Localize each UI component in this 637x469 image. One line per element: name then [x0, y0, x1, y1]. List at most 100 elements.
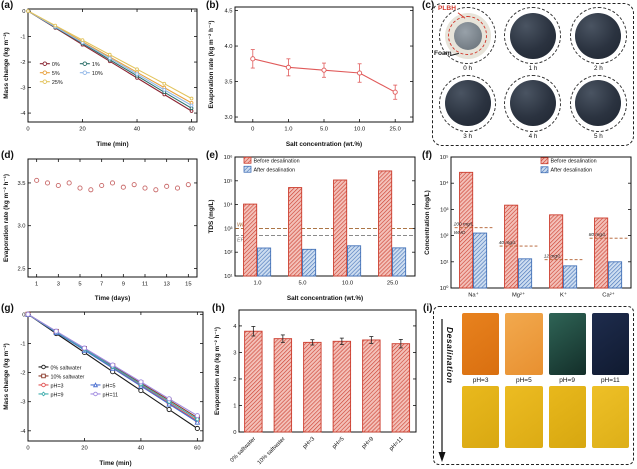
bar-series-0 [243, 170, 393, 277]
panel-letter-i: (i) [423, 303, 433, 314]
legend-label: 0% [52, 62, 60, 68]
bar [347, 245, 362, 277]
dark-sample-disc [509, 12, 556, 59]
x-tick-label: 10.0 [342, 281, 353, 287]
panel-letter-e: (e) [206, 150, 219, 161]
panel-letter-g: (g) [1, 303, 14, 314]
bar [303, 341, 322, 433]
y-tick-label: 4.5 [224, 9, 232, 15]
y-tick-label: -2 [20, 371, 25, 377]
plot-frame [27, 8, 198, 123]
y-tick-label: -4 [20, 429, 26, 435]
sample-photo-1h [504, 7, 562, 64]
x-tick-label: 25.0 [387, 281, 398, 287]
x-tick-label: 7 [100, 282, 103, 288]
bar [378, 170, 393, 277]
y-axis-label: Evaporation rate (kg m⁻² h⁻¹) [3, 174, 10, 262]
x-tick-label: 1.0 [284, 127, 292, 133]
x-tick-label: 40 [138, 446, 144, 452]
legend-label: pH=9 [51, 392, 64, 398]
x-tick-label: 3 [57, 282, 60, 288]
guideline-label: 200 mg/L [453, 222, 474, 228]
stability-photo-box: 0 h 1 h 2 h 3 h 4 h 5 h PLBH Foam [432, 3, 634, 146]
panel-letter-d: (d) [1, 150, 14, 161]
chart-a: 0 -1 -2 -3 -4 0 20 40 60 Time (min) Mass change (k… [3, 8, 198, 148]
y-tick-label: 2.5 [17, 266, 25, 272]
dye-swatch-before-pH5 [505, 313, 543, 375]
y-tick-label: 3 [233, 350, 236, 356]
dye-grid: pH=3 pH=5 pH=9 pH=11 [456, 313, 629, 460]
sample-photo-5h [569, 74, 627, 132]
x-tick-label: K⁺ [560, 292, 567, 299]
legend-swatch [540, 157, 549, 165]
y-axis-label: Concentration (mg/L) [424, 190, 431, 255]
panel-letter-c: (c) [422, 0, 435, 11]
panel-mass-change-ph: (g) 0 -1 -2 -3 -4 0 20 40 60 Time (min) Mass chang… [0, 303, 211, 468]
legend-label: 25% [52, 80, 63, 86]
dark-sample-disc [509, 80, 556, 126]
x-tick-label: 10.0 [354, 127, 365, 133]
x-tick-label: pH=3 [302, 436, 316, 450]
dark-sample-disc [575, 80, 622, 126]
sample-photo-2h [569, 7, 627, 64]
bar [333, 179, 348, 277]
guideline-label: 40 mg/L [499, 240, 517, 246]
y-axis-label: Evaporation rate (kg m⁻² h⁻¹) [208, 20, 215, 108]
y-tick-label: 4 [233, 324, 237, 330]
chart-b: 3.0 3.5 4.0 4.5 0 1.0 5.0 10.0 25.0 Salt concentr… [208, 6, 414, 148]
plot-frame [234, 156, 416, 277]
y-tick-label: 10⁴ [224, 202, 233, 209]
sample-photo-cell: 0 h [435, 7, 500, 75]
panel-evaporation-vs-salt: (b) 3.0 3.5 4.0 4.5 0 1.0 5.0 10.0 25.0 Salt conc… [205, 0, 421, 149]
series-evaporation-rate [34, 177, 191, 193]
dye-swatch-before-pH11 [591, 313, 629, 375]
y-axis-label: TDS (mg/L) [208, 199, 215, 233]
chart-g: 0 -1 -2 -3 -4 0 20 40 60 Time (min) Mass change (k… [3, 311, 204, 467]
x-tick-label: 0 [26, 127, 29, 133]
panel-dye-photos: (i) Desalination pH=3 pH=5 pH=9 pH=11 [422, 303, 637, 468]
bar-series-0 [244, 326, 411, 433]
x-tick-label: 13 [163, 282, 169, 288]
photo-time-label: 3 h [463, 132, 473, 140]
panel-evaporation-bars-ph: (h) 0 1 2 3 4 0% saltwater 10% saltwater pH=3 pH… [211, 303, 422, 468]
bar-series-0 [459, 171, 609, 289]
series-25- [26, 9, 194, 101]
legend: 0% 1% 5% 10% 25% [39, 61, 103, 86]
ph-label: pH=3 [472, 377, 489, 384]
dye-swatch-after [462, 386, 500, 448]
x-axis-label: Time (min) [96, 141, 128, 148]
legend-label: Before desalination [254, 158, 300, 164]
panel-tds-bars: (e) 10¹ 10² 10³ 10⁴ 10⁵ 10⁶ 1.0 5.0 10.0 25.0 Salt… [205, 150, 421, 303]
bar-series-1 [257, 245, 407, 277]
guideline-label: 80 mg/L [589, 232, 607, 238]
bar-series-1 [473, 232, 623, 289]
bar [518, 258, 533, 289]
dye-swatch-after [591, 386, 629, 448]
plot-frame [238, 309, 417, 433]
y-tick-label: 4.0 [224, 44, 232, 50]
guideline-sublabel: WHO [454, 230, 466, 236]
y-tick-label: 10⁴ [440, 180, 449, 187]
x-axis-label: Time (days) [95, 295, 130, 302]
dark-sample-disc [444, 80, 491, 126]
y-tick-label: 3.0 [17, 224, 25, 230]
sample-photo-cell: 2 h [566, 7, 631, 75]
y-tick-label: 10⁶ [224, 154, 233, 161]
y-tick-label: 10² [440, 234, 448, 240]
desalination-arrow-column: Desalination [438, 313, 456, 462]
chart-e: 10¹ 10² 10³ 10⁴ 10⁵ 10⁶ 1.0 5.0 10.0 25.0 Salt con… [208, 154, 416, 302]
bar [504, 204, 519, 289]
legend-label: 10% saltwater [51, 374, 85, 380]
bar [459, 171, 474, 289]
y-axis-label: Mass change (kg m⁻²) [3, 32, 10, 99]
panel-ion-concentration-bars: (f) 10⁰ 10¹ 10² 10³ 10⁴ 10⁵ Na⁺ Mg²⁺ K⁺ Ca²⁺ Conce… [421, 150, 637, 303]
x-tick-label: 0% saltwater [229, 436, 257, 464]
guideline-label: 12 mg/L [544, 254, 562, 260]
desalination-arrow [438, 319, 446, 462]
x-tick-label: Ca²⁺ [602, 292, 614, 299]
y-tick-label: -1 [20, 35, 25, 41]
x-tick-label: 9 [122, 282, 125, 288]
panel-letter-h: (h) [212, 303, 225, 314]
photo-time-label: 4 h [528, 132, 538, 140]
